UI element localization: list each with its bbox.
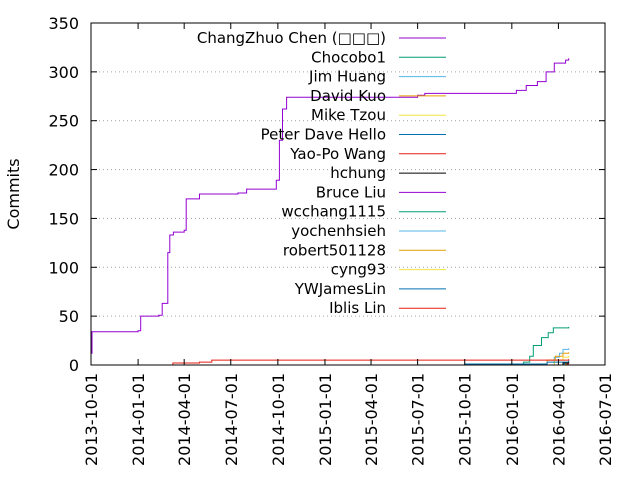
y-tick-label: 50 [59,307,79,326]
legend-label: Iblis Lin [329,299,386,317]
series-line-1 [91,58,570,354]
x-tick-label: 2014-04-01 [175,373,194,466]
legend-label: ChangZhuo Chen (□□□) [197,29,386,47]
legend-label: YWJamesLin [294,280,386,298]
x-tick-label: 2016-07-01 [596,373,615,466]
legend-label: David Kuo [310,87,386,105]
legend-label: yochenhsieh [291,222,386,240]
x-tick-label: 2015-10-01 [456,373,475,466]
legend-label: cyng93 [331,261,386,279]
y-tick-label: 300 [48,63,79,82]
y-tick-label: 350 [48,14,79,33]
x-tick-label: 2013-10-01 [82,373,101,466]
series-line-7 [168,359,570,366]
legend-label: wcchang1115 [281,203,386,221]
legend-label: Chocobo1 [311,48,386,66]
legend-label: Bruce Liu [316,183,386,201]
x-tick-label: 2015-01-01 [316,373,335,466]
y-tick-label: 0 [69,356,79,375]
y-tick-label: 150 [48,209,79,228]
plot-frame [90,22,606,366]
series-line-2 [496,326,570,366]
legend-label: robert501128 [283,241,386,259]
x-tick-label: 2016-01-01 [503,373,522,466]
x-tick-label: 2015-07-01 [409,373,428,466]
x-tick-label: 2015-04-01 [362,373,381,466]
x-tick-label: 2014-10-01 [269,373,288,466]
y-axis-title: Commits [4,158,23,229]
legend-label: Yao-Po Wang [289,145,386,163]
legend-label: Peter Dave Hello [261,126,386,144]
legend-label: hchung [330,164,386,182]
legend: ChangZhuo Chen (□□□)Chocobo1 Jim HuangDav… [197,29,446,317]
y-tick-label: 100 [48,258,79,277]
x-tick-label: 2016-04-01 [549,373,568,466]
y-gridlines [91,71,605,317]
series-line-6 [215,360,570,366]
legend-label: Mike Tzou [311,106,386,124]
x-tick-label: 2014-07-01 [222,373,241,466]
x-tick-label: 2014-01-01 [129,373,148,466]
y-tick-label: 200 [48,161,79,180]
legend-label: Jim Huang [308,68,386,86]
axis-ticks: 0 50 100 150 200 250 300 350 2013-10-01 2014-01-0… [48,14,615,466]
y-tick-label: 250 [48,112,79,131]
